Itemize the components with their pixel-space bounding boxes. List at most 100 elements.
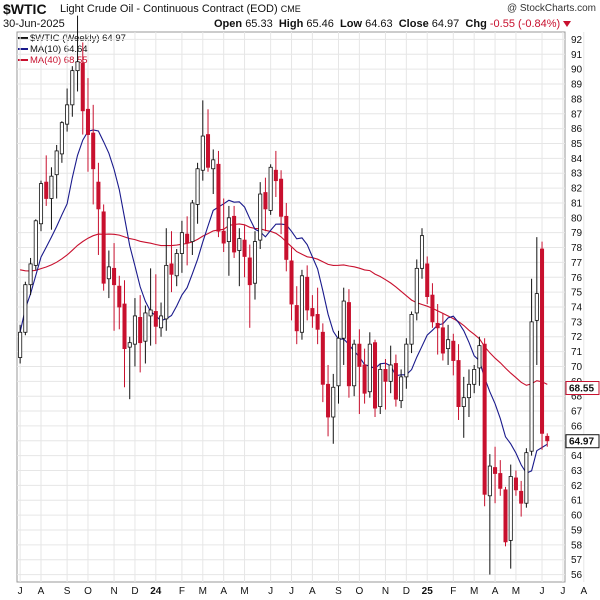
candle-body — [252, 241, 258, 284]
candle-body — [132, 315, 137, 345]
candle-body — [451, 340, 456, 361]
candle-body — [237, 238, 242, 251]
x-tick-label: M — [512, 586, 520, 597]
candle-body — [205, 134, 211, 168]
candle-body — [373, 342, 378, 409]
candle-body — [117, 285, 122, 308]
ma40-last-tag-box — [565, 381, 600, 396]
date: 30-Jun-2025 — [3, 18, 65, 30]
chart-header: $WTIC Light Crude Oil - Continuous Contr… — [0, 0, 600, 32]
candle-body — [18, 331, 23, 358]
candle-body — [315, 314, 320, 330]
y-tick-label: 56 — [571, 570, 583, 581]
y-tick-label: 83 — [571, 169, 583, 180]
candle-body — [435, 322, 440, 329]
x-tick-label: A — [580, 586, 587, 597]
x-tick-label: 24 — [150, 586, 162, 597]
x-tick-label: M — [199, 586, 207, 597]
x-tick-label: N — [110, 586, 117, 597]
candle-body — [352, 343, 357, 387]
candle-body — [190, 202, 195, 242]
x-tick-label: J — [540, 586, 545, 597]
legend-ma10-text: MA(10) 64.64 — [30, 44, 88, 55]
candle-body — [138, 317, 143, 344]
candle-body — [519, 490, 524, 504]
y-tick-label: 73 — [571, 317, 583, 328]
y-tick-label: 84 — [571, 154, 583, 165]
close-last-tag-text: 64.97 — [569, 437, 594, 448]
y-tick-label: 88 — [571, 94, 583, 105]
y-tick-label: 68 — [571, 392, 583, 403]
y-tick-label: 66 — [571, 421, 583, 432]
y-tick-label: 90 — [571, 65, 583, 76]
x-tick-label: S — [64, 586, 71, 597]
x-tick-label: A — [309, 586, 316, 597]
candle-body — [179, 232, 184, 254]
candle-body — [232, 215, 237, 253]
candle-body — [482, 343, 487, 495]
open-label: Open — [214, 18, 243, 30]
y-tick-label: 82 — [571, 184, 583, 195]
chg-label: Chg — [465, 18, 487, 30]
candle-body — [508, 476, 513, 541]
y-tick-label: 79 — [571, 228, 583, 239]
exchange: CME — [280, 4, 301, 14]
candle-body — [362, 364, 367, 394]
candle-body — [425, 263, 430, 297]
close-label: Close — [398, 18, 429, 30]
candle-body — [446, 339, 451, 350]
candle-body — [153, 311, 158, 327]
candle-body — [545, 435, 550, 442]
candle-body — [263, 192, 268, 210]
x-tick-label: S — [335, 586, 342, 597]
x-tick-label: J — [18, 586, 23, 597]
candle-body — [378, 369, 383, 407]
symbol: $WTIC — [3, 1, 47, 17]
x-tick-label: 25 — [422, 586, 434, 597]
candle-body — [498, 473, 503, 489]
candle-body — [513, 477, 518, 491]
x-tick-label: J — [268, 586, 273, 597]
y-tick-label: 70 — [571, 362, 583, 373]
candle-body — [503, 489, 508, 543]
candle-body — [242, 239, 247, 257]
x-tick-label: M — [240, 586, 248, 597]
candle-body — [75, 61, 80, 72]
candle-body — [466, 383, 471, 399]
candle-body — [279, 178, 284, 217]
candle-body — [357, 343, 362, 367]
candle-body — [96, 181, 101, 210]
x-tick-label: A — [38, 586, 45, 597]
y-tick-label: 64 — [571, 451, 583, 462]
ma40-last-tag-text: 68.55 — [569, 384, 594, 395]
y-tick-label: 71 — [571, 347, 583, 358]
candle-body — [106, 266, 111, 280]
chg-value: -0.55 (-0.84%) — [489, 18, 561, 30]
candle-body — [211, 159, 216, 170]
candle-body — [49, 175, 54, 199]
price-swatch-icon — [18, 37, 28, 40]
brand: @ StockCharts.com — [506, 3, 596, 14]
candle-body — [127, 342, 132, 348]
y-tick-label: 57 — [571, 555, 583, 566]
high-value: 65.46 — [306, 18, 334, 30]
candle-body — [383, 369, 388, 382]
candle-body — [85, 108, 90, 135]
ma10-line — [19, 129, 548, 474]
candle-body — [268, 166, 273, 211]
candle-body — [59, 122, 64, 155]
candle-body — [367, 343, 372, 393]
y-tick-label: 61 — [571, 496, 583, 507]
x-tick-label: J — [560, 586, 565, 597]
open-value: 65.33 — [245, 18, 273, 30]
y-tick-label: 86 — [571, 124, 583, 135]
candle-body — [28, 263, 33, 286]
y-tick-label: 75 — [571, 288, 583, 299]
candle-body — [404, 343, 409, 378]
ma10-swatch-icon — [18, 48, 28, 51]
candle-body — [122, 303, 127, 350]
y-tick-label: 72 — [571, 332, 583, 343]
legend-ma40: MA(40) 68.55 — [18, 55, 126, 66]
candle-body — [320, 331, 325, 385]
